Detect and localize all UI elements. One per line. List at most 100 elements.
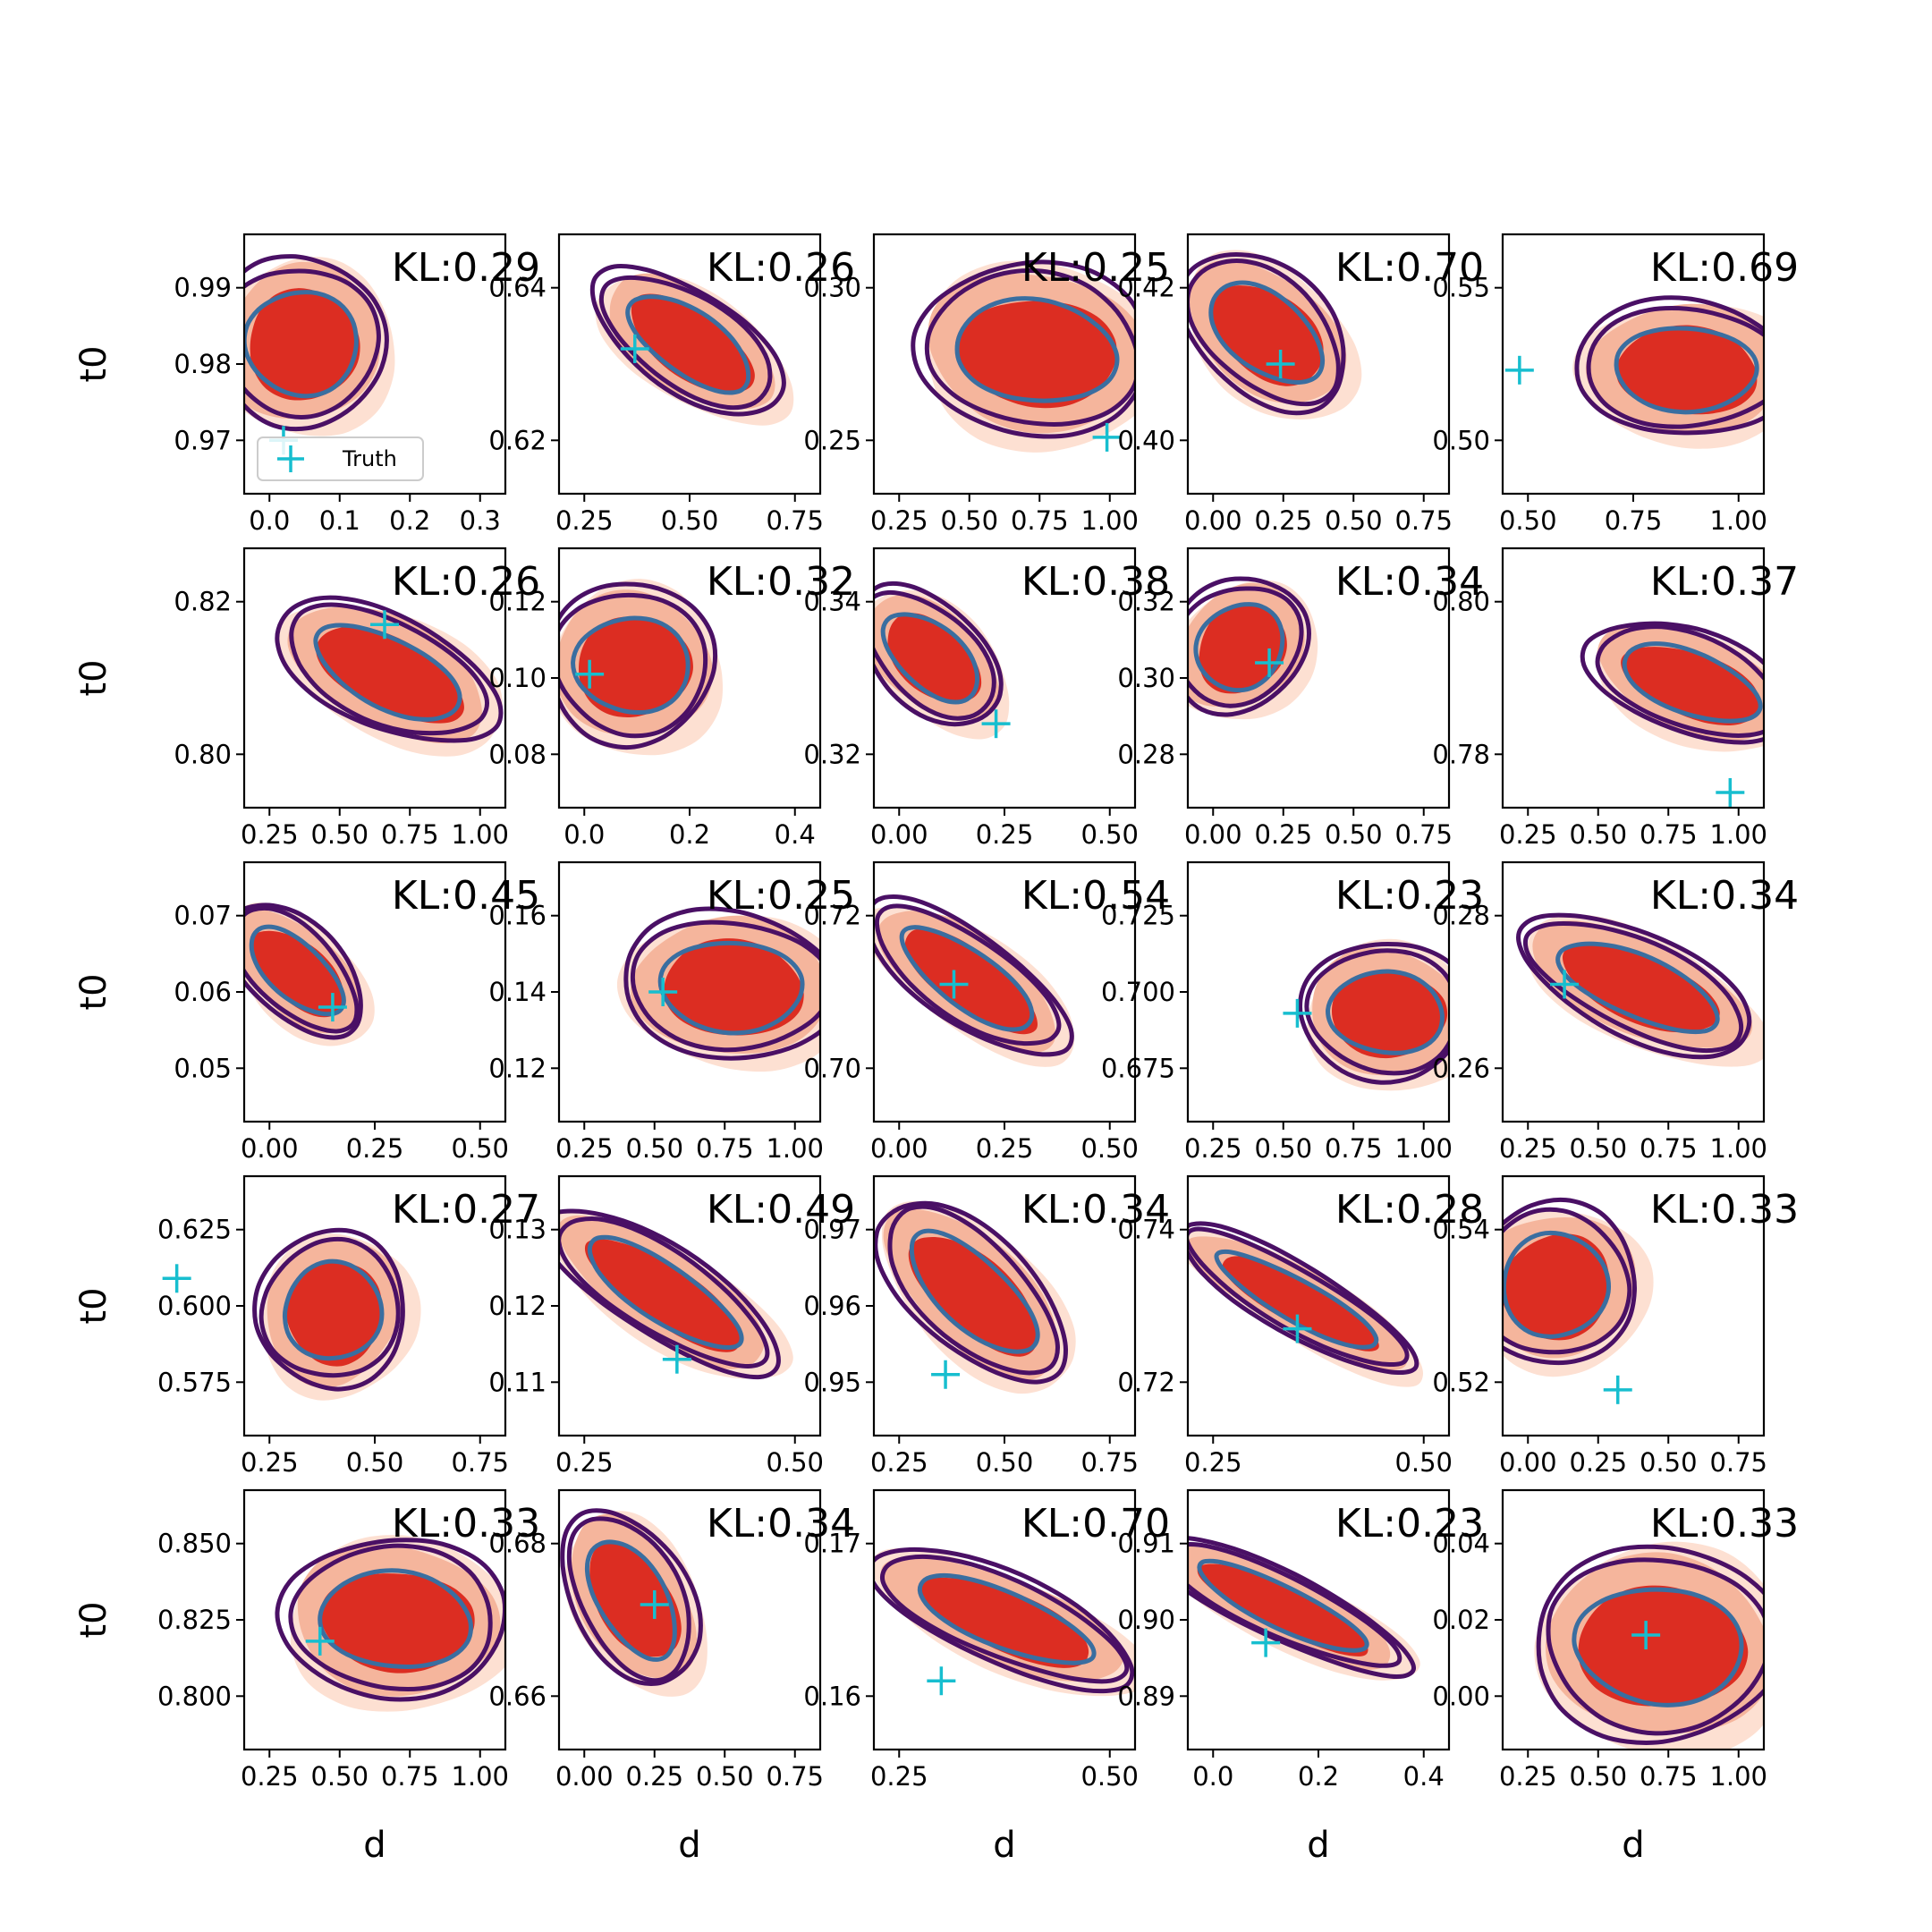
y-tick-label: 0.11 <box>488 1367 547 1397</box>
contour-middle <box>258 1236 401 1378</box>
contour-outer <box>560 1508 703 1686</box>
contour-middle <box>630 919 820 1053</box>
x-tick-label: 0.4 <box>775 819 816 850</box>
y-tick-label: 0.52 <box>1432 1367 1490 1397</box>
x-axis-label: d <box>1307 1825 1329 1866</box>
x-tick-label: 0.25 <box>1499 1761 1557 1792</box>
contour-inner <box>1326 969 1445 1055</box>
x-tick-label: 0.25 <box>1184 1133 1242 1164</box>
y-tick-label: 0.98 <box>174 349 232 379</box>
x-tick-label: 0.25 <box>625 1761 683 1792</box>
y-tick-label: 0.78 <box>1432 739 1490 769</box>
contour-middle <box>1188 586 1304 708</box>
x-tick-label: 0.75 <box>766 1761 824 1792</box>
x-tick-label: 0.00 <box>1184 819 1242 850</box>
contour-middle <box>244 268 381 419</box>
y-tick-label: 0.55 <box>1432 273 1490 303</box>
density-fill-core <box>918 1577 1089 1668</box>
plot-area <box>559 579 724 756</box>
contour-inner <box>584 1539 677 1662</box>
plot-area <box>874 1200 1076 1394</box>
contour-middle <box>1586 306 1764 429</box>
truth-marker <box>1716 777 1745 807</box>
contour-inner <box>1503 1230 1611 1339</box>
x-tick-label: 1.00 <box>451 1761 509 1792</box>
x-tick-label: 0.00 <box>555 1761 614 1792</box>
y-axis-label: t0 <box>73 1601 114 1638</box>
contour-middle <box>598 275 773 411</box>
axes-frame <box>872 1488 1137 1751</box>
x-tick-label: 0.50 <box>1080 819 1139 850</box>
x-tick-label: 0.2 <box>389 505 430 536</box>
x-tick-label: 0.50 <box>1080 1133 1139 1164</box>
x-tick-label: 0.25 <box>870 505 928 536</box>
x-tick-label: 0.25 <box>1254 819 1312 850</box>
y-tick-label: 0.97 <box>803 1215 861 1245</box>
y-tick-label: 0.96 <box>803 1291 861 1321</box>
x-tick-label: 0.50 <box>1254 1133 1312 1164</box>
kl-label: KL:0.45 <box>392 873 540 919</box>
x-tick-label: 0.75 <box>451 1447 509 1478</box>
contour-inner <box>1555 941 1720 1035</box>
plot-area <box>244 254 395 436</box>
contour-outer <box>559 581 718 750</box>
contour-inner <box>587 1234 744 1351</box>
y-tick-label: 0.90 <box>1117 1605 1175 1635</box>
y-tick-label: 0.89 <box>1117 1681 1175 1711</box>
y-tick-label: 0.80 <box>1432 587 1490 617</box>
kl-label: KL:0.32 <box>707 559 855 605</box>
truth-marker <box>939 970 969 999</box>
plot-area <box>275 595 504 757</box>
panel-4-4: 0.25 0.50 0.72 0.74 KL:0.28 <box>1117 1174 1484 1478</box>
contour-inner <box>282 1258 385 1361</box>
plot-area <box>559 1208 793 1380</box>
x-tick-label: 0.4 <box>1403 1761 1445 1792</box>
panel-5-2: 0.00 0.25 0.50 0.75 0.66 0.68 KL:0.34 d <box>488 1488 855 1866</box>
truth-marker <box>318 993 347 1022</box>
density-fill-core <box>954 301 1117 409</box>
truth-marker <box>1266 350 1295 378</box>
contour-inner <box>1193 602 1285 693</box>
kl-label: KL:0.23 <box>1335 873 1484 919</box>
kl-label: KL:0.37 <box>1650 559 1799 605</box>
x-tick-label: 0.50 <box>625 1133 683 1164</box>
y-tick-label: 0.16 <box>488 901 547 931</box>
contour-middle <box>1595 624 1764 738</box>
x-tick-label: 0.0 <box>249 505 290 536</box>
panel-2-4: 0.00 0.25 0.50 0.75 0.28 0.30 0.32 KL:0.34 <box>1117 547 1484 850</box>
panel-1-2: 0.25 0.50 0.75 0.62 0.64 KL:0.26 <box>488 233 855 536</box>
contour-inner <box>1614 326 1759 415</box>
axes-frame <box>1186 233 1451 496</box>
y-tick-label: 0.850 <box>157 1529 232 1559</box>
y-tick-label: 0.625 <box>157 1215 232 1245</box>
y-tick-label: 0.08 <box>488 739 547 769</box>
contour-inner <box>318 1568 473 1669</box>
contour-middle <box>887 1204 1060 1376</box>
plot-area <box>1188 250 1362 419</box>
x-tick-label: 0.50 <box>346 1447 404 1478</box>
kl-label: KL:0.23 <box>1335 1501 1484 1546</box>
y-tick-label: 0.700 <box>1101 977 1175 1007</box>
contour-inner <box>917 1572 1097 1665</box>
y-tick-label: 0.95 <box>803 1367 861 1397</box>
contour-inner <box>249 924 346 1017</box>
plot-area <box>1297 938 1449 1091</box>
x-tick-label: 0.75 <box>1080 1447 1139 1478</box>
x-tick-label: 1.00 <box>1709 819 1767 850</box>
y-tick-label: 0.32 <box>1117 587 1175 617</box>
contour-outer <box>1188 1536 1417 1680</box>
density-fill-core <box>250 930 343 1018</box>
legend: Truth <box>257 436 424 481</box>
x-axis-label: d <box>363 1825 386 1866</box>
contour-outer <box>1580 621 1764 745</box>
kl-label: KL:0.38 <box>1021 559 1170 605</box>
truth-marker <box>620 334 649 363</box>
x-tick-label: 0.25 <box>1184 1447 1242 1478</box>
plot-area <box>244 902 375 1046</box>
panel-3-4: 0.25 0.50 0.75 1.00 0.675 0.700 0.725 KL:0.23 <box>1101 860 1484 1164</box>
y-tick-label: 0.575 <box>157 1367 232 1397</box>
truth-marker <box>662 1344 691 1374</box>
y-tick-label: 0.97 <box>174 425 232 455</box>
plot-area <box>1188 1221 1423 1387</box>
y-tick-label: 0.10 <box>488 663 547 693</box>
